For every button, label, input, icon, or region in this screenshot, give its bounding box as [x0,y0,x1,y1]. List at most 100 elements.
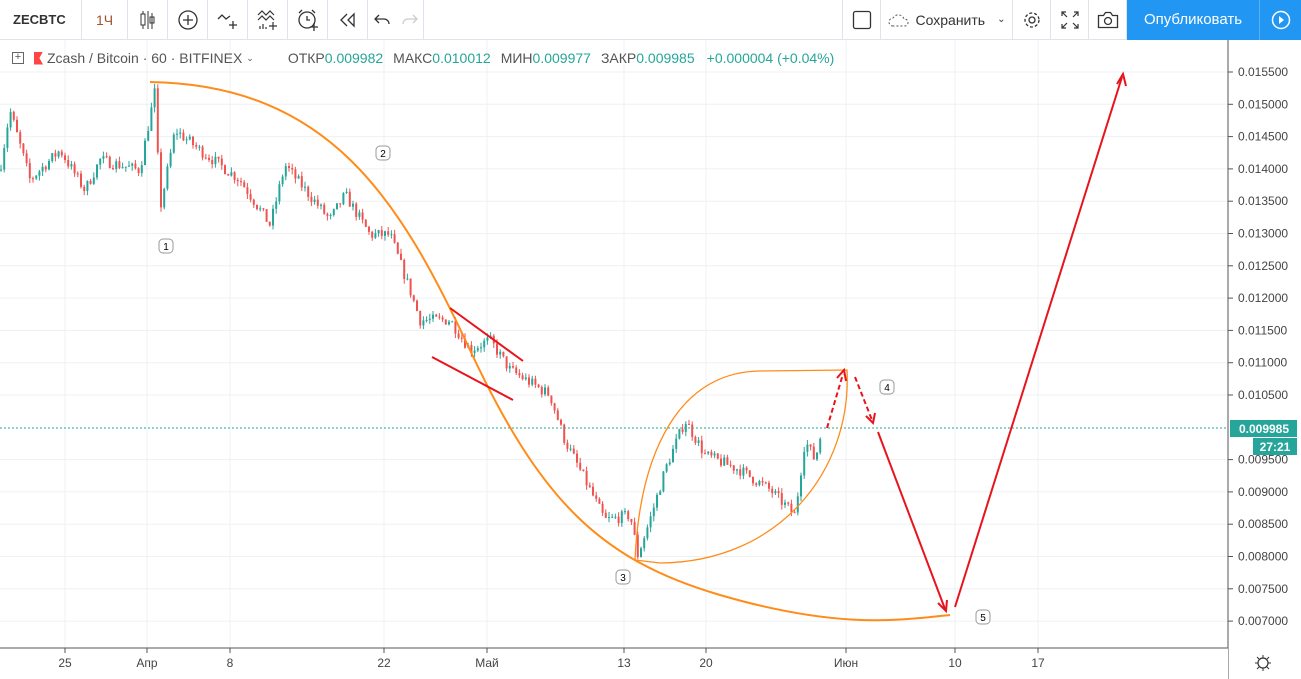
candle [300,176,303,188]
candle [166,166,169,189]
expand-icon[interactable]: + [12,52,24,64]
wave-label-3: 3 [615,569,631,585]
candle [806,444,809,452]
candle [64,155,66,161]
candle [249,193,252,200]
candle [304,186,306,188]
candle [432,314,434,319]
chart-type-button[interactable] [128,0,168,40]
compare-button[interactable] [208,0,248,40]
save-label: Сохранить [915,11,986,28]
fullscreen-button[interactable] [1051,0,1089,40]
candle [345,191,348,194]
time-tick-label: 13 [617,656,631,670]
drawings[interactable] [149,71,1127,622]
candle [310,196,313,202]
candle [678,429,681,439]
candle [144,140,146,166]
candle [364,219,367,227]
cloud-icon [888,13,909,26]
alert-button[interactable] [288,0,328,40]
chevron-down-icon[interactable]: ⌄ [246,52,254,63]
candle [819,438,822,453]
candle [656,494,658,508]
candles [0,83,822,560]
candle [22,143,25,154]
interval-button[interactable]: 1Ч [82,0,128,40]
candle [764,482,767,484]
candle [585,470,588,486]
candle [211,159,214,165]
save-button[interactable]: Сохранить ⌄ [881,0,1013,40]
candle [544,387,546,395]
candle [681,429,684,432]
legend-title[interactable]: Zcash / Bitcoin · 60 · BITFINEX [47,50,243,66]
alert-clock-icon [297,9,318,31]
play-icon [1271,10,1290,29]
candle [156,88,159,153]
financials-button[interactable] [248,0,288,40]
play-button[interactable] [1260,0,1301,40]
publish-button[interactable]: Опубликовать [1127,0,1260,40]
candle [688,423,690,425]
candle [739,469,742,476]
candle [473,350,476,354]
camera-icon [1097,11,1118,28]
time-axis[interactable]: 25 Апр 8 22 Май 13 20 Июн 10 17 [58,648,1045,670]
candle [176,133,178,135]
indicators-button[interactable] [168,0,208,40]
big-arc-curve [149,81,951,622]
candle [540,387,543,395]
redo-icon[interactable] [401,13,418,27]
candle [796,496,799,513]
candle [380,230,383,236]
candle [3,147,6,170]
price-axis[interactable]: 0.015500 0.015000 0.014500 0.014000 0.013500… [1228,65,1288,628]
candle [323,204,326,214]
candle [51,153,54,162]
candle [508,366,511,369]
candle [572,448,575,454]
undo-redo-group [368,0,424,40]
time-tick-label: 10 [948,656,962,670]
replay-button[interactable] [328,0,368,40]
candle [604,512,607,518]
candle [368,226,370,232]
candle [400,253,402,260]
layout-button[interactable] [843,0,881,40]
candle [214,156,217,165]
candle [457,333,460,338]
settings-button[interactable] [1013,0,1051,40]
candle [169,152,172,167]
svg-text:0.009985: 0.009985 [1239,422,1289,436]
candle [83,186,86,192]
candle [32,178,34,180]
candle [57,151,60,157]
candle [633,522,636,535]
candle [185,139,188,141]
axis-settings-button[interactable] [1255,655,1271,671]
time-tick-label: 8 [227,656,234,670]
price-tick-label: 0.008000 [1238,550,1288,564]
candle [172,134,175,153]
arrow-up-line [954,76,1123,608]
candle [758,481,761,486]
candle [464,338,466,348]
candle [761,481,764,483]
undo-icon[interactable] [373,13,390,27]
candle [41,166,44,172]
candle [163,188,166,208]
time-tick-label: Июн [834,656,858,670]
candle [448,321,450,325]
candle [121,167,124,169]
arrowhead-icon [1116,71,1127,87]
candle [460,337,463,339]
candle [630,519,633,523]
symbol-search-button[interactable]: ZECBTC [0,0,82,40]
snapshot-button[interactable] [1089,0,1127,40]
candle [96,164,98,178]
candle [140,165,143,174]
candle [771,488,774,494]
candle [204,157,207,159]
